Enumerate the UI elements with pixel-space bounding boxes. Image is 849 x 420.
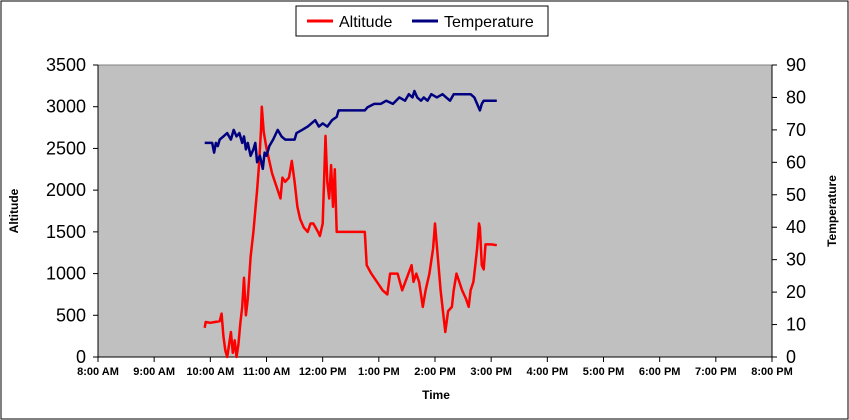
x-tick-label: 10:00 AM <box>186 366 234 378</box>
series-layer <box>203 89 497 359</box>
x-tick-label: 1:00 PM <box>358 366 400 378</box>
legend-label-temperature: Temperature <box>444 14 534 31</box>
x-tick-label: 2:00 PM <box>414 366 456 378</box>
left-tick-label: 1000 <box>46 264 86 284</box>
x-tick-label: 7:00 PM <box>695 366 737 378</box>
x-tick-label: 12:00 PM <box>299 366 347 378</box>
x-axis-ticks: 8:00 AM 9:00 AM 10:00 AM 11:00 AM 12:00 PM 1:… <box>77 357 793 378</box>
x-tick-label: 8:00 AM <box>77 366 119 378</box>
x-tick-label: 9:00 AM <box>133 366 175 378</box>
x-axis-title: Time <box>422 388 450 402</box>
right-tick-label: 60 <box>786 152 806 172</box>
series-line-altitude <box>203 105 497 359</box>
x-tick-label: 11:00 AM <box>243 366 290 378</box>
x-tick-label: 8:00 PM <box>751 366 793 378</box>
x-tick-label: 6:00 PM <box>639 366 681 378</box>
plot-area <box>97 64 773 358</box>
right-tick-label: 50 <box>786 185 806 205</box>
left-tick-label: 0 <box>76 347 86 367</box>
legend: Altitude Temperature <box>295 5 549 37</box>
left-tick-label: 2000 <box>46 180 86 200</box>
right-axis-title: Temperature <box>825 175 839 247</box>
right-tick-label: 40 <box>786 217 806 237</box>
right-tick-label: 80 <box>786 87 806 107</box>
left-axis-ticks: 0 500 1000 1500 2000 2500 3000 3500 <box>46 55 98 367</box>
legend-label-altitude: Altitude <box>339 14 392 31</box>
left-tick-label: 3500 <box>46 55 86 75</box>
right-tick-label: 0 <box>786 347 796 367</box>
right-tick-label: 70 <box>786 120 806 140</box>
left-tick-label: 3000 <box>46 97 86 117</box>
left-tick-label: 1500 <box>46 222 86 242</box>
left-tick-label: 2500 <box>46 138 86 158</box>
left-axis-title: Altitude <box>7 188 21 233</box>
right-tick-label: 30 <box>786 250 806 270</box>
left-tick-label: 500 <box>56 305 86 325</box>
right-axis-ticks: 0 10 20 30 40 50 60 70 80 90 <box>772 55 806 367</box>
x-tick-label: 3:00 PM <box>470 366 512 378</box>
x-tick-label: 5:00 PM <box>583 366 625 378</box>
right-tick-label: 90 <box>786 55 806 75</box>
right-tick-label: 20 <box>786 282 806 302</box>
x-tick-label: 4:00 PM <box>527 366 569 378</box>
right-tick-label: 10 <box>786 315 806 335</box>
series-line-temperature <box>204 89 497 171</box>
